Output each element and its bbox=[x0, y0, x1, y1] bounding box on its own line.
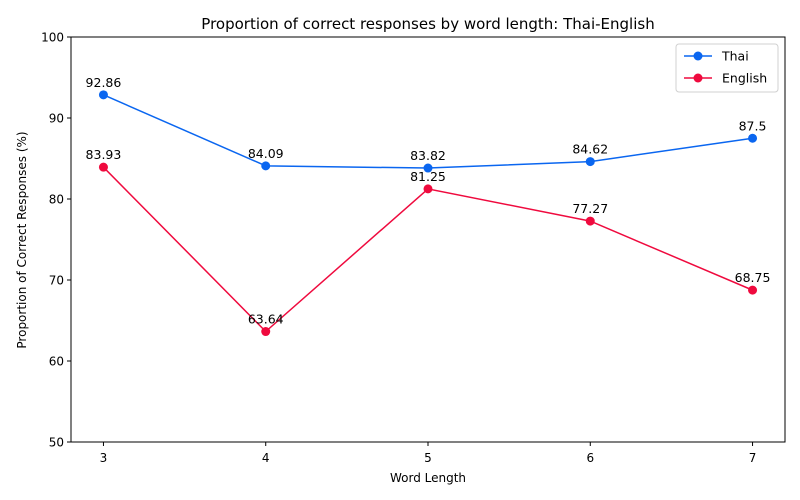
data-label-thai: 84.09 bbox=[248, 146, 284, 161]
x-tick-label: 7 bbox=[749, 451, 757, 465]
x-tick-label: 3 bbox=[100, 451, 108, 465]
legend-label-english: English bbox=[722, 71, 767, 86]
data-point-english bbox=[748, 285, 758, 295]
data-point-thai bbox=[585, 157, 595, 167]
data-label-english: 83.93 bbox=[86, 147, 122, 162]
x-tick-label: 6 bbox=[586, 451, 594, 465]
data-point-english bbox=[98, 162, 108, 172]
data-point-thai bbox=[748, 133, 758, 143]
legend-marker-english bbox=[693, 73, 703, 83]
x-tick-label: 5 bbox=[424, 451, 432, 465]
data-label-thai: 87.5 bbox=[739, 118, 767, 133]
data-label-english: 77.27 bbox=[572, 201, 608, 216]
plot-area: 3 4 5 6 7 50 60 70 80 90 100 92.86 84.09 83.82 84.62 87… bbox=[41, 31, 770, 466]
data-label-thai: 83.82 bbox=[410, 148, 446, 163]
data-point-thai bbox=[423, 163, 433, 173]
data-point-thai bbox=[98, 90, 108, 100]
y-tick-label: 100 bbox=[41, 31, 64, 45]
x-axis-label: Word Length bbox=[390, 471, 466, 485]
legend-marker-thai bbox=[693, 51, 703, 61]
y-axis-label: Proportion of Correct Responses (%) bbox=[15, 131, 29, 348]
legend-label-thai: Thai bbox=[721, 49, 749, 64]
data-label-thai: 92.86 bbox=[86, 75, 122, 90]
x-tick-label: 4 bbox=[262, 451, 270, 465]
chart-title: Proportion of correct responses by word … bbox=[201, 15, 654, 33]
data-point-english bbox=[261, 327, 271, 337]
data-label-english: 81.25 bbox=[410, 169, 446, 184]
y-tick-label: 60 bbox=[49, 355, 64, 369]
data-label-english: 63.64 bbox=[248, 312, 284, 327]
legend: Thai English bbox=[675, 43, 779, 93]
y-tick-label: 80 bbox=[49, 193, 64, 207]
data-point-thai bbox=[261, 161, 271, 171]
data-label-english: 68.75 bbox=[735, 270, 771, 285]
plot-frame bbox=[70, 36, 786, 443]
y-tick-label: 70 bbox=[49, 274, 64, 288]
y-tick-label: 50 bbox=[49, 436, 64, 450]
y-tick-label: 90 bbox=[49, 112, 64, 126]
data-point-english bbox=[423, 184, 433, 194]
data-point-english bbox=[585, 216, 595, 226]
data-label-thai: 84.62 bbox=[572, 142, 608, 157]
